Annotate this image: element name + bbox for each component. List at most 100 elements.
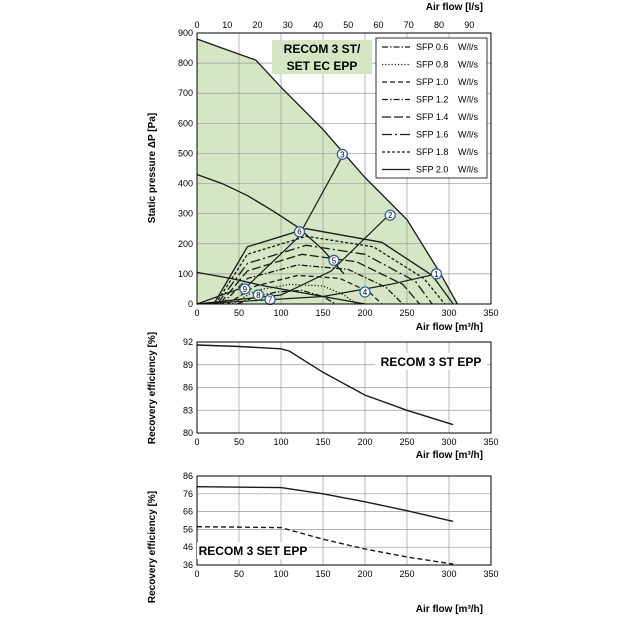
pressure-x2-tick-label: 20	[252, 20, 262, 30]
legend-unit: W/l/s	[458, 165, 478, 175]
operating-point-label: 1	[434, 270, 439, 279]
efficiency-set-x-tick-label: 100	[273, 569, 288, 579]
pressure-x2-tick-label: 40	[313, 20, 323, 30]
efficiency-set-x-tick-label: 150	[315, 569, 330, 579]
efficiency-st-line	[196, 344, 454, 426]
legend-label: SFP 2.0	[416, 165, 448, 175]
pressure-y-tick-label: 0	[188, 299, 193, 309]
pressure-x-tick-label: 350	[483, 308, 498, 318]
y-axis-label: Static pressure ΔP [Pa]	[147, 113, 158, 223]
efficiency-st-x-tick-label: 250	[399, 437, 414, 447]
efficiency-st-x-tick-label: 100	[273, 437, 288, 447]
pressure-chart-title: RECOM 3 ST/	[284, 42, 361, 56]
legend-unit: W/l/s	[458, 130, 478, 140]
pressure-x2-tick-label: 70	[404, 20, 414, 30]
operating-points: 1 2 3 4 5 6 789	[239, 148, 442, 306]
pressure-y-tick-label: 800	[178, 58, 193, 68]
pressure-y-tick-label: 100	[178, 269, 193, 279]
pressure-x2-tick-label: 50	[343, 20, 353, 30]
bottom-x-axis-label: Air flow [m³/h]	[416, 322, 483, 333]
efficiency-set-y-label: Recovery efficiency [%]	[147, 491, 158, 603]
operating-point-marker	[293, 226, 306, 238]
sfp-curve	[216, 244, 433, 305]
legend-unit: W/l/s	[458, 42, 478, 52]
pressure-y-tick-label: 300	[178, 209, 193, 219]
efficiency-st-x-tick-label: 50	[234, 437, 244, 447]
pressure-x2-tick-label: 10	[222, 20, 232, 30]
pressure-curves	[196, 38, 458, 305]
legend-label: SFP 0.8	[416, 60, 448, 70]
efficiency-st-x-label: Air flow [m³/h]	[416, 450, 483, 461]
pressure-ticks: 0 50 100 150 200 250 300 3500100200300400500600…	[178, 20, 499, 318]
operating-point-marker	[328, 254, 340, 266]
legend-label: SFP 0.6	[416, 42, 448, 52]
operating-point-label: 7	[268, 295, 273, 304]
system-curve	[196, 213, 391, 305]
efficiency-st-title: RECOM 3 ST EPP	[381, 355, 482, 369]
efficiency-set-x-tick-label: 300	[441, 569, 456, 579]
legend-label: SFP 1.2	[416, 95, 448, 105]
operating-point-marker	[239, 283, 251, 295]
sfp-curve	[221, 264, 404, 305]
legend-unit: W/l/s	[458, 77, 478, 87]
legend-unit: W/l/s	[458, 147, 478, 157]
efficiency-st-y-tick-label: 83	[183, 405, 193, 415]
pressure-y-tick-label: 200	[178, 239, 193, 249]
pressure-x2-tick-label: 0	[194, 20, 199, 30]
fan-curve	[196, 173, 345, 275]
efficiency-set-title-backdrop	[197, 542, 309, 559]
efficiency-st-y-tick-label: 92	[183, 337, 193, 347]
efficiency-set-y-tick-label: 56	[183, 524, 193, 534]
fan-curve	[196, 38, 458, 305]
pressure-plot-frame	[196, 32, 492, 305]
fan-curve	[196, 271, 366, 305]
pressure-y-tick-label: 900	[178, 28, 193, 38]
operating-point-label: 4	[363, 288, 368, 297]
efficiency-st-frame	[196, 341, 492, 434]
efficiency-st-x-tick-label: 300	[441, 437, 456, 447]
operating-point-label: 8	[256, 291, 261, 300]
operating-point-label: 6	[297, 228, 302, 237]
efficiency-chart-set: 0 50 100 150 200 250 300 350 36 46 56 66 76 86 RECOM …	[147, 471, 499, 615]
efficiency-set-y-tick-label: 36	[183, 560, 193, 570]
efficiency-set-y-tick-label: 86	[183, 471, 193, 481]
pressure-x-tick-label: 250	[399, 308, 414, 318]
efficiency-set-x-label: Air flow [m³/h]	[416, 604, 483, 615]
efficiency-st-y-tick-label: 89	[183, 360, 193, 370]
operating-point-label: 2	[388, 211, 393, 220]
efficiency-set-x-tick-label: 350	[483, 569, 498, 579]
pressure-x-tick-label: 50	[234, 308, 244, 318]
operating-point-marker	[336, 148, 348, 160]
pressure-y-tick-label: 600	[178, 118, 193, 128]
efficiency-st-title-backdrop	[375, 353, 487, 370]
pressure-y-tick-label: 700	[178, 88, 193, 98]
efficiency-set-ticks: 0 50 100 150 200 250 300 350 36 46 56 66 76 86	[183, 471, 499, 579]
legend-unit: W/l/s	[458, 60, 478, 70]
top-x-axis-label: Air flow [l/s]	[426, 2, 483, 13]
legend-unit: W/l/s	[458, 112, 478, 122]
title-backdrop	[272, 40, 372, 74]
efficiency-st-x-tick-label: 200	[357, 437, 372, 447]
efficiency-set-y-tick-label: 66	[183, 507, 193, 517]
system-curve	[196, 153, 345, 305]
efficiency-st-y-tick-label: 86	[183, 383, 193, 393]
efficiency-set-title: RECOM 3 SET EPP	[199, 544, 308, 558]
efficiency-set-x-tick-label: 200	[357, 569, 372, 579]
efficiency-st-x-tick-label: 0	[194, 437, 199, 447]
efficiency-st-y-label: Recovery efficiency [%]	[147, 332, 158, 444]
pressure-x-tick-label: 300	[441, 308, 456, 318]
pressure-x-tick-label: 0	[194, 308, 199, 318]
efficiency-set-y-tick-label: 46	[183, 542, 193, 552]
efficiency-st-x-tick-label: 350	[483, 437, 498, 447]
sfp-curve	[231, 283, 357, 305]
efficiency-st-curves	[196, 344, 454, 426]
operating-point-label: 3	[340, 150, 345, 159]
legend-box	[375, 37, 488, 179]
pressure-y-tick-label: 500	[178, 148, 193, 158]
efficiency-set-x-tick-label: 250	[399, 569, 414, 579]
operating-area-fill	[197, 39, 458, 304]
efficiency-set-x-tick-label: 0	[194, 569, 199, 579]
pressure-x2-tick-label: 30	[283, 20, 293, 30]
operating-point-marker	[252, 289, 264, 301]
